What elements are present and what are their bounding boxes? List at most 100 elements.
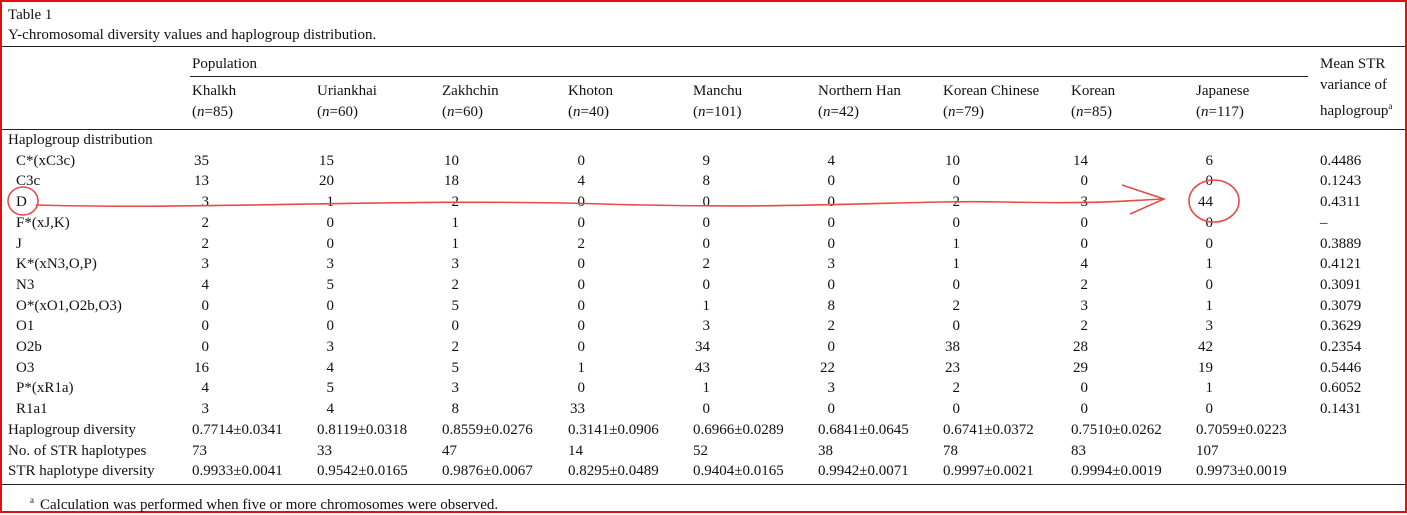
count-cell: 3: [1205, 318, 1214, 335]
count-cell: 0: [1080, 173, 1089, 190]
count-cell: 2: [201, 235, 210, 252]
count-cell: 44: [1198, 194, 1213, 211]
sample-part: =42): [830, 104, 859, 120]
count-cell: 15: [319, 152, 334, 169]
count-cell: 3: [827, 256, 836, 273]
row-label: N3: [16, 276, 35, 293]
table-title: Y-chromosomal diversity values and haplo…: [8, 27, 377, 43]
sample-size: (n=40): [568, 102, 609, 122]
count-cell: 2: [1080, 318, 1089, 335]
count-cell: 4: [1080, 256, 1089, 273]
count-cell: 23: [945, 359, 960, 376]
variance-cell: 0.1243: [1320, 173, 1362, 190]
count-cell: 4: [201, 276, 210, 293]
count-cell: 3: [1080, 194, 1089, 211]
count-cell: 1: [451, 214, 460, 231]
variance-cell: –: [1320, 214, 1328, 231]
count-cell: 1: [952, 235, 961, 252]
count-cell: 0: [702, 401, 711, 418]
sample-part: =60): [329, 104, 358, 120]
row-label: O2b: [16, 339, 42, 355]
variance-cell: 0.6052: [1320, 380, 1362, 397]
variance-cell: 0.1431: [1320, 401, 1362, 418]
sample-part: (: [1071, 104, 1076, 120]
count-cell: 1: [1205, 297, 1214, 314]
summary-cell: 47: [442, 442, 457, 459]
row-label: P*(xR1a): [16, 380, 74, 397]
population-name: Northern Han: [818, 83, 901, 99]
count-cell: 3: [201, 401, 210, 418]
count-cell: 2: [201, 214, 210, 231]
sample-size: (n=60): [442, 102, 483, 122]
count-cell: 2: [451, 276, 460, 293]
count-cell: 34: [695, 339, 710, 355]
count-cell: 4: [201, 380, 210, 397]
summary-label: Haplogroup diversity: [8, 421, 136, 438]
count-cell: 8: [451, 401, 460, 418]
sample-part: =60): [454, 104, 483, 120]
count-cell: 35: [194, 152, 209, 169]
population-name: Korean Chinese: [943, 83, 1040, 99]
variance-cell: 0.4486: [1320, 152, 1362, 169]
count-cell: 0: [1080, 214, 1089, 231]
variance-cell: 0.5446: [1320, 359, 1362, 376]
count-cell: 2: [577, 235, 586, 252]
variance-cell: 0.4311: [1320, 194, 1361, 211]
count-cell: 0: [702, 235, 711, 252]
count-cell: 2: [952, 297, 961, 314]
count-cell: 0: [827, 401, 836, 418]
sample-size: (n=79): [943, 102, 984, 122]
variance-cell: 0.3079: [1320, 297, 1362, 314]
count-cell: 0: [827, 194, 836, 211]
count-cell: 3: [451, 380, 460, 397]
summary-cell: 0.3141±0.0906: [568, 421, 659, 438]
count-cell: 0: [702, 194, 711, 211]
summary-cell: 83: [1071, 442, 1086, 459]
count-cell: 2: [451, 339, 460, 355]
summary-cell: 0.9933±0.0041: [192, 463, 283, 480]
count-cell: 0: [952, 173, 961, 190]
count-cell: 3: [451, 256, 460, 273]
sample-part: (: [317, 104, 322, 120]
summary-cell: 0.9942±0.0071: [818, 463, 909, 480]
count-cell: 0: [577, 339, 586, 355]
population-name: Japanese: [1196, 83, 1250, 99]
count-cell: 0: [326, 214, 335, 231]
sample-size: (n=117): [1196, 102, 1244, 122]
sample-size: (n=85): [192, 102, 233, 122]
count-cell: 22: [820, 359, 835, 376]
count-cell: 1: [451, 235, 460, 252]
summary-cell: 0.9542±0.0165: [317, 463, 408, 480]
count-cell: 0: [827, 235, 836, 252]
count-cell: 3: [1080, 297, 1089, 314]
count-cell: 2: [952, 194, 961, 211]
population-name: Manchu: [693, 83, 743, 99]
row-label: O3: [16, 359, 35, 376]
sample-size: (n=60): [317, 102, 358, 122]
sample-part: (: [442, 104, 447, 120]
count-cell: 8: [702, 173, 711, 190]
count-cell: 4: [577, 173, 586, 190]
arrow-head: [1121, 184, 1167, 215]
count-cell: 18: [444, 173, 459, 190]
count-cell: 1: [1205, 380, 1214, 397]
summary-cell: 107: [1196, 442, 1219, 459]
sample-part: (: [943, 104, 948, 120]
row-label: O*(xO1,O2b,O3): [16, 297, 122, 314]
sample-part: (: [568, 104, 573, 120]
count-cell: 13: [194, 173, 209, 190]
count-cell: 28: [1073, 339, 1088, 355]
summary-cell: 0.9973±0.0019: [1196, 463, 1287, 480]
sample-part: =79): [955, 104, 984, 120]
row-label: R1a1: [16, 401, 48, 418]
summary-cell: 0.7714±0.0341: [192, 421, 283, 438]
count-cell: 0: [1080, 235, 1089, 252]
count-cell: 3: [326, 256, 335, 273]
count-cell: 6: [1205, 152, 1214, 169]
sample-part: (: [192, 104, 197, 120]
summary-cell: 0.9404±0.0165: [693, 463, 784, 480]
count-cell: 0: [827, 276, 836, 293]
count-cell: 10: [444, 152, 459, 169]
count-cell: 0: [1205, 276, 1214, 293]
